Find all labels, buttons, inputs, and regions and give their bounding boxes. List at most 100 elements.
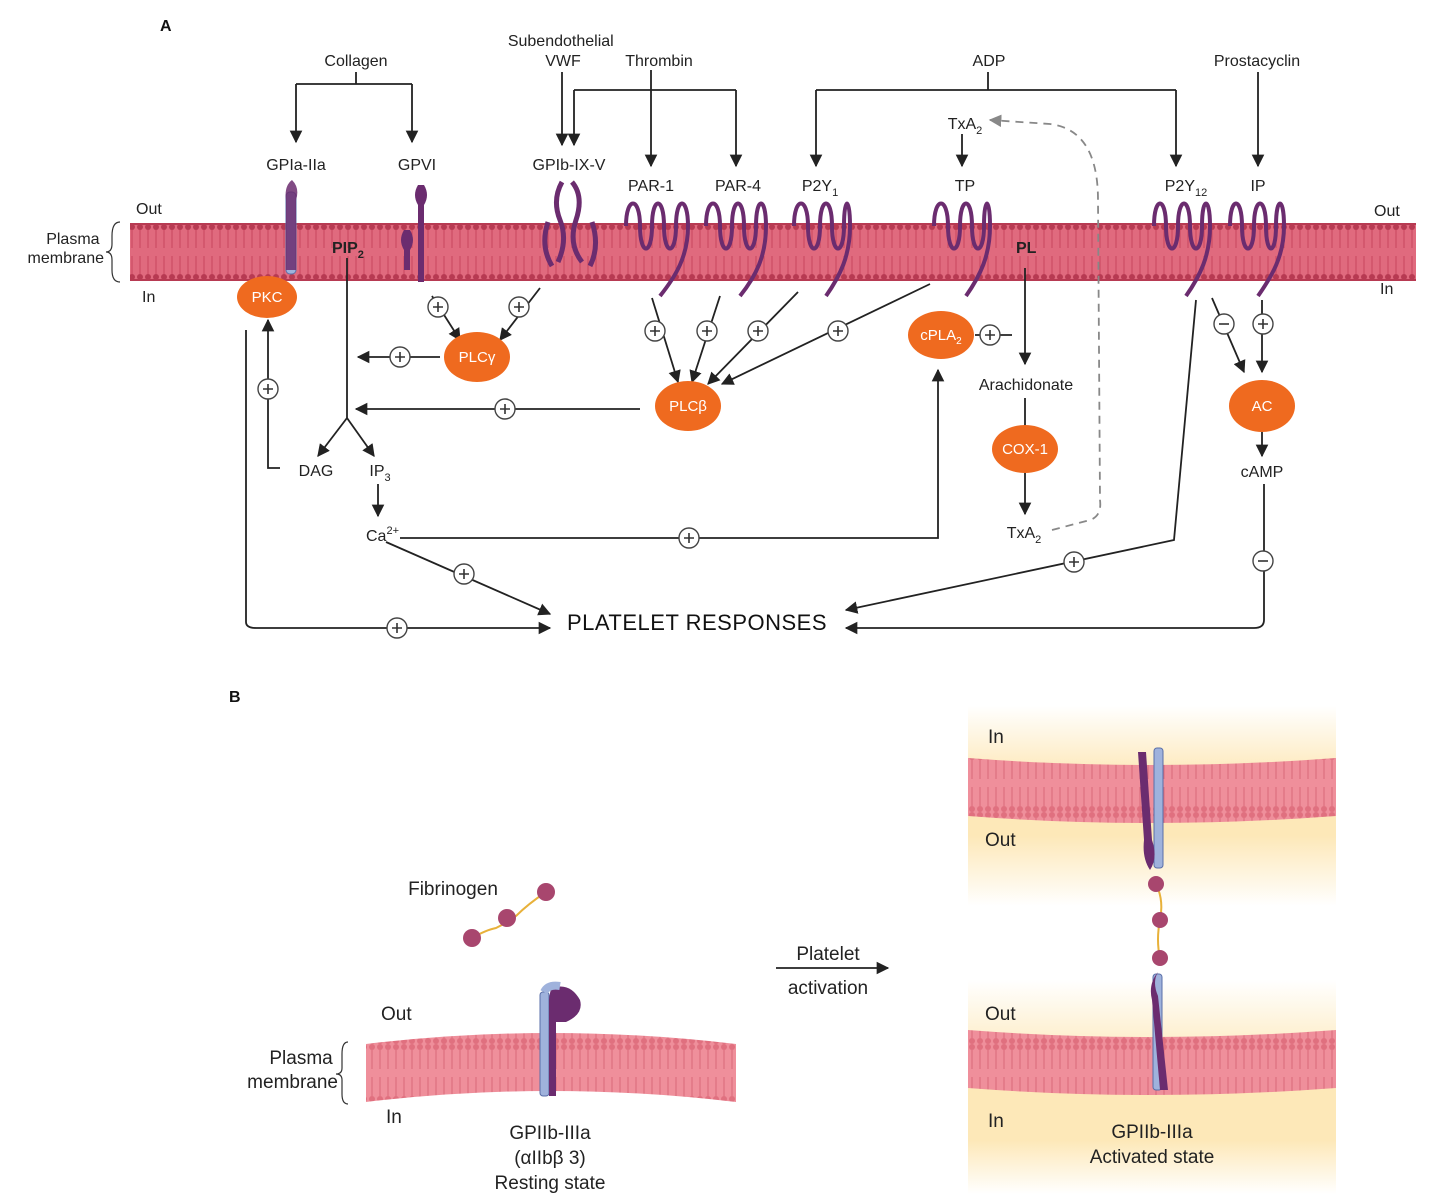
cpla2-base: cPLA	[920, 327, 956, 344]
activated-state-label: Activated state	[1090, 1147, 1215, 1168]
resting-integrin	[539, 981, 581, 1097]
ip3-base: IP	[369, 463, 384, 480]
resting-alias-label: (αIIbβ 3)	[514, 1148, 586, 1169]
cox-1-enzyme: COX-1	[992, 425, 1058, 473]
plasma-membrane-line1: Plasma	[46, 231, 99, 248]
adp-label: ADP	[973, 53, 1006, 70]
plasma-membrane-b-line1: Plasma	[269, 1048, 333, 1069]
plasma-membrane-label-a: Plasma membrane	[28, 231, 105, 267]
txa2-top-sub: 2	[976, 125, 982, 137]
ca2-label: Ca2+	[366, 525, 399, 545]
gpvi-label: GPVI	[398, 157, 436, 174]
cpla2-enzyme: cPLA2	[908, 311, 974, 359]
ip3-sub: 3	[385, 472, 391, 484]
pl-label: PL	[1016, 240, 1037, 257]
ca2-base: Ca	[366, 528, 387, 545]
activated-fibrinogen	[1148, 876, 1168, 966]
ip-label: IP	[1250, 178, 1265, 195]
p2y12-base: P2Y	[1165, 178, 1196, 195]
activation-label-line1: Platelet	[796, 944, 860, 965]
fibrinogen-molecule	[463, 883, 555, 947]
tp-label: TP	[955, 178, 975, 195]
panel-b-label: B	[229, 689, 241, 706]
pkc-enzyme: PKC	[237, 276, 297, 318]
activated-bottom-integrin	[1150, 972, 1168, 1091]
out-left-label-b: Out	[381, 1004, 412, 1025]
plasma-membrane-line2: membrane	[28, 250, 105, 267]
cpla2-label: cPLA2	[920, 327, 962, 347]
arachidonate-label: Arachidonate	[979, 377, 1073, 394]
in-right-label: In	[1380, 281, 1393, 298]
pip2-base: PIP	[332, 240, 358, 257]
in-left-label: In	[142, 289, 155, 306]
p2y12-receptor	[1152, 201, 1213, 298]
activation-label-line2: activation	[788, 978, 868, 999]
cox-1-label: COX-1	[1002, 441, 1048, 458]
txa2-bottom-label: TxA2	[1007, 525, 1042, 546]
activated-name-label: GPIIb-IIIa	[1111, 1122, 1193, 1143]
regulation-signs	[257, 296, 1274, 639]
right-top-out-label: Out	[985, 830, 1016, 851]
plc-beta-label: PLCβ	[669, 398, 707, 415]
thrombin-label: Thrombin	[625, 53, 693, 70]
right-top-in-label: In	[988, 727, 1004, 748]
gpib-ix-v-label: GPIb-IX-V	[533, 157, 606, 174]
p2y1-base: P2Y	[802, 178, 833, 195]
panel-a-label: A	[160, 18, 172, 35]
ip3-label: IP3	[369, 463, 390, 484]
platelet-responses-label: PLATELET RESPONSES	[567, 610, 827, 635]
gpia-iia-label: GPIa-IIa	[266, 157, 326, 174]
ligand-arrows	[296, 70, 1265, 166]
plasma-membrane-b-line2: membrane	[247, 1072, 338, 1093]
p2y12-sub: 12	[1195, 187, 1207, 199]
vwf-label: Subendothelial VWF	[508, 33, 618, 70]
ca2-sup: 2+	[386, 525, 399, 537]
gpib-ix-v-receptor	[542, 180, 598, 268]
pip2-label: PIP2	[332, 240, 364, 261]
camp-label: cAMP	[1241, 464, 1284, 481]
txa2-bottom-base: TxA	[1007, 525, 1036, 542]
regulation-sign-glyphs	[263, 302, 1268, 633]
par-4-label: PAR-4	[715, 178, 761, 195]
pip2-sub: 2	[358, 249, 364, 261]
collagen-label: Collagen	[324, 53, 387, 70]
p2y1-label: P2Y1	[802, 178, 838, 199]
p2y1-receptor	[792, 201, 853, 298]
gpia-iia-receptor	[285, 180, 298, 275]
activated-top-integrin	[1138, 747, 1164, 870]
plc-beta-enzyme: PLCβ	[655, 381, 721, 431]
membrane-brace-a	[105, 221, 121, 283]
ip-receptor	[1228, 201, 1287, 298]
resting-name-label: GPIIb-IIIa	[509, 1123, 591, 1144]
p2y12-label: P2Y12	[1165, 178, 1208, 199]
right-bottom-in-label: In	[988, 1111, 1004, 1132]
par-4-receptor	[704, 201, 769, 298]
resting-state-label: Resting state	[495, 1173, 606, 1194]
txa2-feedback-arrow	[988, 114, 1102, 531]
dag-label: DAG	[299, 463, 334, 480]
cpla2-sub: 2	[956, 336, 962, 347]
plc-gamma-label: PLCγ	[459, 349, 496, 366]
activated-top-membrane	[968, 758, 1336, 823]
tp-receptor	[932, 201, 993, 298]
plasma-membrane-label-b: Plasma membrane	[247, 1048, 338, 1093]
pkc-label: PKC	[252, 289, 283, 306]
out-right-label: Out	[1374, 203, 1400, 220]
in-left-label-b: In	[386, 1107, 402, 1128]
txa2-top-base: TxA	[948, 116, 977, 133]
txa2-bottom-sub: 2	[1035, 534, 1041, 546]
prostacyclin-label: Prostacyclin	[1214, 53, 1300, 70]
gpvi-receptor	[401, 185, 427, 282]
signaling-arrows	[245, 258, 1269, 635]
ac-label: AC	[1252, 398, 1273, 415]
out-left-label: Out	[136, 201, 162, 218]
vwf-line1: Subendothelial	[508, 33, 614, 50]
txa2-top-label: TxA2	[948, 116, 983, 137]
plc-gamma-enzyme: PLCγ	[444, 332, 510, 382]
vwf-line2: VWF	[545, 53, 581, 70]
par-1-receptor	[624, 201, 691, 298]
ac-enzyme: AC	[1229, 380, 1295, 432]
activated-bottom-membrane	[968, 1030, 1336, 1095]
p2y1-sub: 1	[832, 187, 838, 199]
